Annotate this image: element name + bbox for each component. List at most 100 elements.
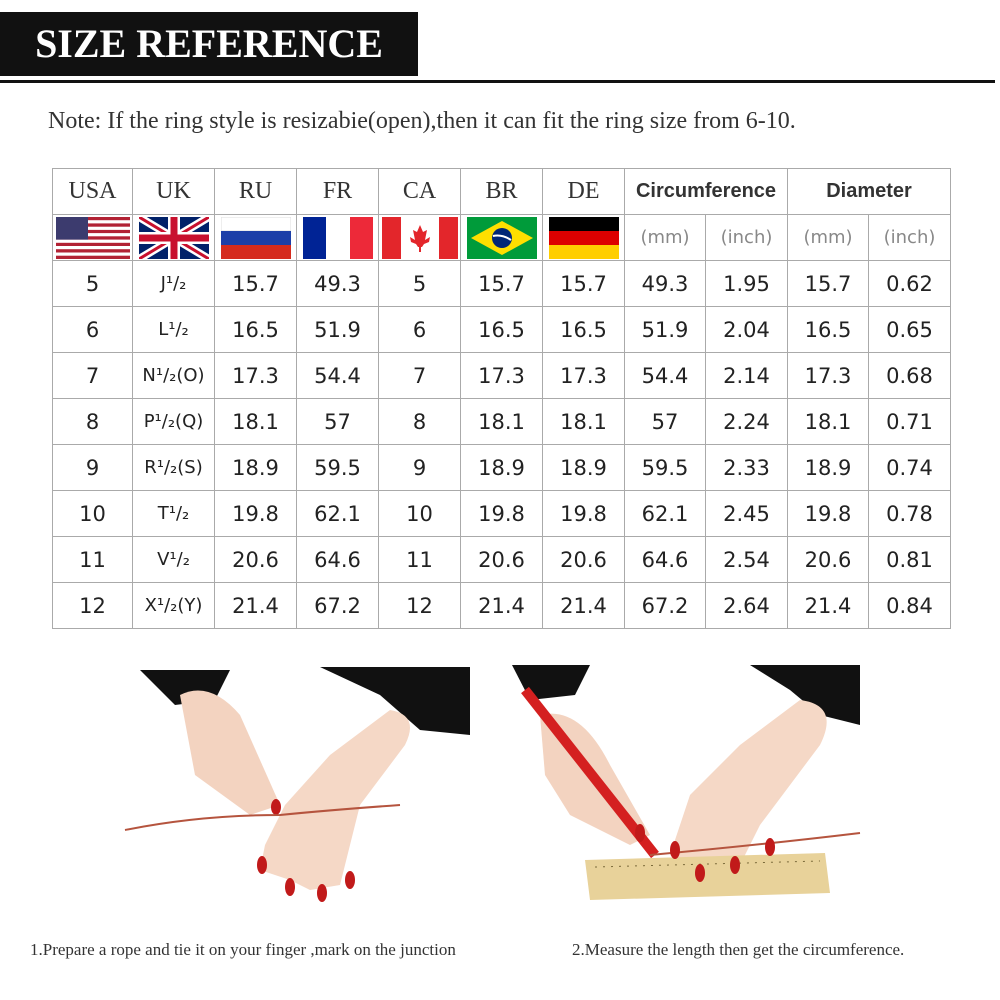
flag-cell [132,214,215,261]
size-cell: 20.6 [787,536,869,583]
size-cell: 1.95 [705,260,788,307]
size-cell: 15.7 [460,260,543,307]
flag-br [466,216,537,259]
size-cell: 18.1 [542,398,625,445]
size-row: 7 N¹/₂(O) 17.3 54.4 7 17.3 17.3 54.4 2.14 17.3 0.6… [52,352,952,399]
size-cell: 20.6 [214,536,297,583]
size-cell: 54.4 [296,352,379,399]
flag-cell [52,214,133,261]
caption: 1.Prepare a rope and tie it on your fing… [30,940,456,959]
size-cell: 19.8 [460,490,543,537]
size-cell: 64.6 [624,536,706,583]
size-cell: 6 [378,306,461,353]
size-cell: 10 [378,490,461,537]
size-cell: 5 [378,260,461,307]
note: Note: If the ring style is resizabie(ope… [48,108,796,134]
size-cell: 0.84 [867,582,952,629]
size-cell: 19.8 [542,490,625,537]
size-cell: 18.1 [460,398,543,445]
size-cell: 5 [52,260,133,307]
flag-cell [214,214,297,261]
size-cell: 17.3 [460,352,543,399]
size-cell: 8 [52,398,133,445]
size-cell: 54.4 [624,352,706,399]
size-cell: 57 [624,398,706,445]
size-cell: 11 [378,536,461,583]
size-cell: 15.7 [542,260,625,307]
size-cell: 67.2 [296,582,379,629]
size-cell: 15.7 [787,260,869,307]
size-cell: 21.4 [542,582,625,629]
size-cell: 9 [378,444,461,491]
size-row: 10 T¹/₂ 19.8 62.1 10 19.8 19.8 62.1 2.45 19.8 0.78 [52,490,952,537]
header-cell: RU [214,168,297,215]
header-cell: CA [378,168,461,215]
size-cell: 0.81 [867,536,952,583]
size-cell: 64.6 [296,536,379,583]
size-cell: 12 [52,582,133,629]
flag-row: (mm) (inch) (mm) (inch) [52,214,952,261]
size-cell: 10 [52,490,133,537]
size-cell: 16.5 [460,306,543,353]
size-row: 8 P¹/₂(Q) 18.1 57 8 18.1 18.1 57 2.24 18.1 0.71 [52,398,952,445]
size-cell: 51.9 [296,306,379,353]
size-cell: 12 [378,582,461,629]
header-cell: FR [296,168,379,215]
size-cell: 49.3 [624,260,706,307]
unit-cell: (mm) [624,214,706,261]
size-cell: 9 [52,444,133,491]
size-cell: N¹/₂(O) [132,352,215,399]
size-cell: 17.3 [787,352,869,399]
size-cell: 2.14 [705,352,788,399]
size-cell: T¹/₂ [132,490,215,537]
size-cell: 62.1 [624,490,706,537]
flag-cell [542,214,625,261]
size-cell: 49.3 [296,260,379,307]
rule [0,80,995,83]
size-cell: L¹/₂ [132,306,215,353]
flag-us [55,216,130,259]
unit-cell: (inch) [705,214,788,261]
size-cell: 18.1 [214,398,297,445]
size-cell: V¹/₂ [132,536,215,583]
size-cell: 16.5 [214,306,297,353]
size-cell: 20.6 [542,536,625,583]
size-cell: 19.8 [214,490,297,537]
size-cell: 18.9 [787,444,869,491]
size-cell: P¹/₂(Q) [132,398,215,445]
size-cell: 7 [52,352,133,399]
header-cell: Diameter [786,168,952,215]
size-cell: 62.1 [296,490,379,537]
flag-cell [378,214,461,261]
size-cell: 19.8 [787,490,869,537]
size-table: USA UK RU FR CA BR DE Circumference Diam… [52,168,952,629]
size-cell: 2.54 [705,536,788,583]
flag-cell [460,214,543,261]
size-cell: 2.45 [705,490,788,537]
size-cell: 0.74 [867,444,952,491]
size-cell: 0.68 [867,352,952,399]
size-cell: 16.5 [787,306,869,353]
size-cell: 18.9 [214,444,297,491]
size-cell: 51.9 [624,306,706,353]
header-cell: DE [542,168,625,215]
flag-ru [220,216,291,259]
size-cell: 2.24 [705,398,788,445]
header-cell: BR [460,168,543,215]
photos [124,665,861,902]
size-cell: 57 [296,398,379,445]
size-cell: 21.4 [787,582,869,629]
size-cell: 59.5 [624,444,706,491]
header-cell: Circumference [624,168,788,215]
size-cell: 11 [52,536,133,583]
size-cell: 20.6 [460,536,543,583]
flag-uk [138,216,209,259]
size-cell: 16.5 [542,306,625,353]
size-cell: 2.64 [705,582,788,629]
flag-ca [381,216,458,259]
size-row: 9 R¹/₂(S) 18.9 59.5 9 18.9 18.9 59.5 2.33 18.9 0.7… [52,444,952,491]
header-cell: USA [52,168,133,215]
flag-fr [302,216,373,259]
size-cell: 18.9 [460,444,543,491]
